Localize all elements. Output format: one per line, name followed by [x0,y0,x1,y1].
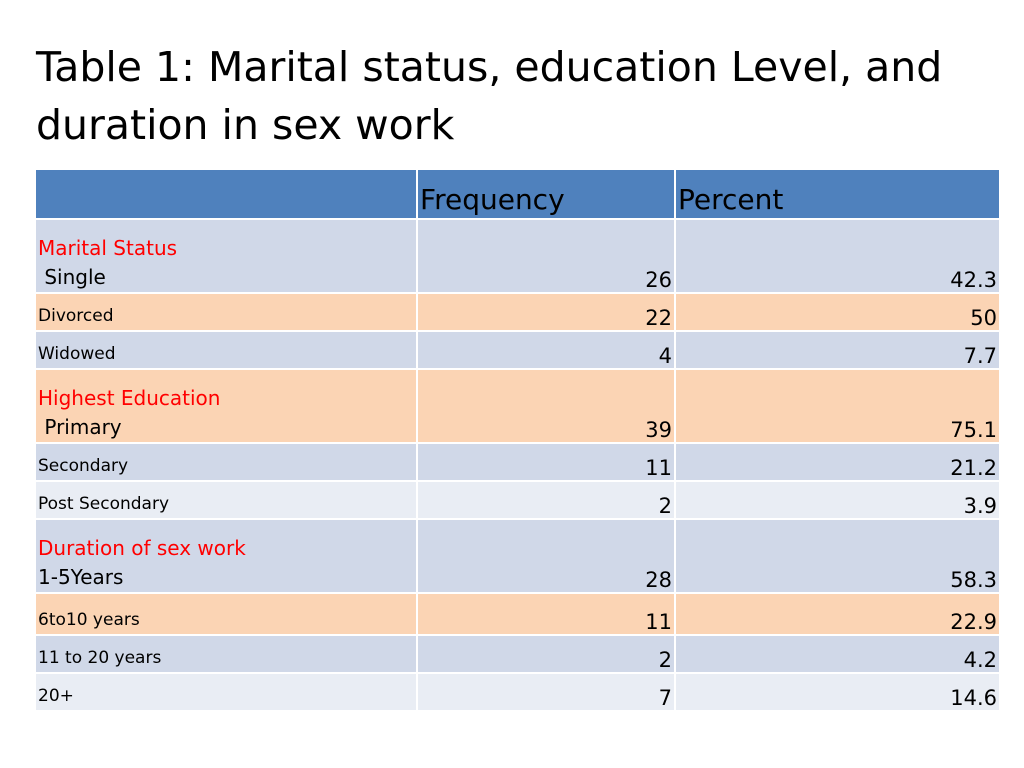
percent-cell: 75.1 [674,368,1001,444]
percent-cell: 3.9 [674,480,1001,520]
row-label-cell: Duration of sex work 1-5Years [34,518,418,594]
row-label-cell: Divorced [34,292,418,332]
row-label-cell: Highest Education Primary [34,368,418,444]
table-header-row: Frequency Percent [34,168,1001,220]
row-label: 1-5Years [38,565,124,589]
percent-cell: 58.3 [674,518,1001,594]
percent-cell: 22.9 [674,592,1001,636]
slide-title: Table 1: Marital status, education Level… [36,43,943,149]
percent-cell: 14.6 [674,672,1001,712]
section-heading-marital-status: Marital Status [38,236,178,260]
table-row: Divorced 22 50 [34,292,1001,332]
row-label: Single [38,265,106,289]
table-row: 6to10 years 11 22.9 [34,592,1001,636]
data-table: Frequency Percent Marital Status Single … [34,168,1001,712]
header-cell-percent: Percent [674,168,1001,220]
table-row: 20+ 7 14.6 [34,672,1001,712]
frequency-cell: 28 [416,518,676,594]
row-label-cell: 11 to 20 years [34,634,418,674]
frequency-cell: 22 [416,292,676,332]
section-heading-highest-education: Highest Education [38,386,221,410]
header-cell-label [34,168,418,220]
frequency-cell: 7 [416,672,676,712]
percent-cell: 42.3 [674,218,1001,294]
table-row: 11 to 20 years 2 4.2 [34,634,1001,674]
table-row: Duration of sex work 1-5Years 28 58.3 [34,518,1001,594]
row-label: 6to10 years [38,610,140,630]
percent-cell: 4.2 [674,634,1001,674]
row-label-cell: Widowed [34,330,418,370]
row-label-cell: 20+ [34,672,418,712]
row-label-cell: Post Secondary [34,480,418,520]
frequency-cell: 11 [416,442,676,482]
table-row: Post Secondary 2 3.9 [34,480,1001,520]
row-label-cell: 6to10 years [34,592,418,636]
percent-cell: 50 [674,292,1001,332]
table-row: Widowed 4 7.7 [34,330,1001,370]
percent-cell: 7.7 [674,330,1001,370]
table-row: Secondary 11 21.2 [34,442,1001,482]
row-label: Primary [38,415,122,439]
row-label: Post Secondary [38,494,170,514]
row-label-cell: Marital Status Single [34,218,418,294]
frequency-cell: 2 [416,634,676,674]
table-row: Highest Education Primary 39 75.1 [34,368,1001,444]
row-label: Divorced [38,306,114,326]
table-row: Marital Status Single 26 42.3 [34,218,1001,294]
frequency-cell: 4 [416,330,676,370]
row-label: Widowed [38,344,116,364]
header-cell-frequency: Frequency [416,168,676,220]
row-label: 11 to 20 years [38,648,162,668]
row-label: Secondary [38,456,129,476]
section-heading-duration: Duration of sex work [38,536,246,560]
row-label: 20+ [38,686,74,706]
frequency-cell: 11 [416,592,676,636]
frequency-cell: 39 [416,368,676,444]
frequency-cell: 2 [416,480,676,520]
row-label-cell: Secondary [34,442,418,482]
frequency-cell: 26 [416,218,676,294]
percent-cell: 21.2 [674,442,1001,482]
